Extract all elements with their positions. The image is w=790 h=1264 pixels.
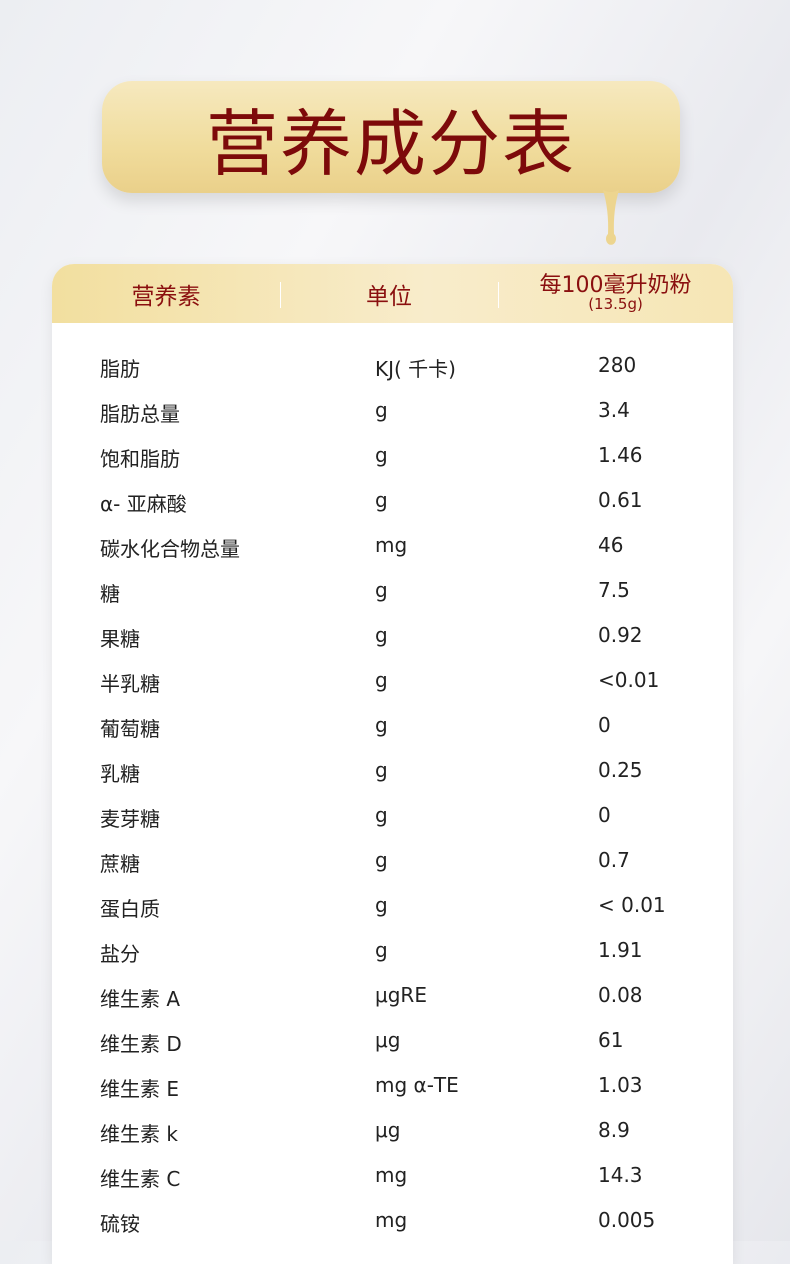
table-row: 糖 g 7.5 <box>52 578 733 608</box>
unit: g <box>375 668 388 692</box>
table-row: 维生素 C mg 14.3 <box>52 1163 733 1193</box>
header-divider <box>498 282 499 308</box>
header-per-100ml: 每100毫升奶粉 (13.5g) <box>498 264 733 323</box>
table-row: 蛋白质 g < 0.01 <box>52 893 733 923</box>
value: 7.5 <box>598 578 630 602</box>
value: 280 <box>598 353 637 377</box>
table-row: 脂肪 KJ( 千卡) 280 <box>52 353 733 383</box>
nutrient-name: 麦芽糖 <box>100 807 160 831</box>
value: 61 <box>598 1028 624 1052</box>
unit: μg <box>375 1028 401 1052</box>
table-row: 脂肪总量 g 3.4 <box>52 398 733 428</box>
table-row: 饱和脂肪 g 1.46 <box>52 443 733 473</box>
nutrient-name: 脂肪 <box>100 357 140 381</box>
nutrient-name: 半乳糖 <box>100 672 160 696</box>
unit: g <box>375 758 388 782</box>
unit: μg <box>375 1118 401 1142</box>
unit: g <box>375 938 388 962</box>
table-row: α- 亚麻酸 g 0.61 <box>52 488 733 518</box>
table-row: 葡萄糖 g 0 <box>52 713 733 743</box>
nutrient-name: 维生素 C <box>100 1167 181 1191</box>
table-row: 麦芽糖 g 0 <box>52 803 733 833</box>
header-nutrient: 营养素 <box>131 283 201 310</box>
nutrient-name: 硫铵 <box>100 1212 140 1236</box>
unit: g <box>375 713 388 737</box>
drip-icon <box>603 190 619 245</box>
nutrient-name: 葡萄糖 <box>100 717 160 741</box>
nutrient-name: 蛋白质 <box>100 897 160 921</box>
header-unit: 单位 <box>366 283 412 310</box>
value: 0.61 <box>598 488 643 512</box>
header-per-100ml-label: 每100毫升奶粉 <box>539 273 692 298</box>
unit: g <box>375 578 388 602</box>
nutrient-name: 脂肪总量 <box>100 402 180 426</box>
table-row: 半乳糖 g <0.01 <box>52 668 733 698</box>
nutrition-table: 营养素 单位 每100毫升奶粉 (13.5g) 脂肪 KJ( 千卡) 280 脂肪总量… <box>52 264 733 1264</box>
value: 1.91 <box>598 938 643 962</box>
nutrient-name: α- 亚麻酸 <box>100 492 187 516</box>
table-row: 蔗糖 g 0.7 <box>52 848 733 878</box>
unit: g <box>375 848 388 872</box>
unit: μgRE <box>375 983 427 1007</box>
nutrient-name: 维生素 E <box>100 1077 179 1101</box>
table-row: 盐分 g 1.91 <box>52 938 733 968</box>
table-row: 乳糖 g 0.25 <box>52 758 733 788</box>
value: 1.03 <box>598 1073 643 1097</box>
value: 0 <box>598 713 611 737</box>
unit: g <box>375 488 388 512</box>
nutrient-name: 维生素 D <box>100 1032 182 1056</box>
value: 8.9 <box>598 1118 630 1142</box>
value: 14.3 <box>598 1163 643 1187</box>
value: 3.4 <box>598 398 630 422</box>
unit: g <box>375 893 388 917</box>
value: < 0.01 <box>598 893 666 917</box>
value: 0.005 <box>598 1208 656 1232</box>
unit: g <box>375 803 388 827</box>
unit: KJ( 千卡) <box>375 357 456 381</box>
nutrient-name: 碳水化合物总量 <box>100 537 240 561</box>
unit: mg <box>375 1208 408 1232</box>
value: 0 <box>598 803 611 827</box>
header-divider <box>280 282 281 308</box>
table-row: 碳水化合物总量 mg 46 <box>52 533 733 563</box>
table-row: 维生素 A μgRE 0.08 <box>52 983 733 1013</box>
value: 0.08 <box>598 983 643 1007</box>
unit: g <box>375 398 388 422</box>
table-row: 维生素 E mg α-TE 1.03 <box>52 1073 733 1103</box>
table-row: 硫铵 mg 0.005 <box>52 1208 733 1238</box>
nutrient-name: 维生素 k <box>100 1122 178 1146</box>
unit: g <box>375 623 388 647</box>
header-serving-weight: (13.5g) <box>588 295 643 313</box>
table-header: 营养素 单位 每100毫升奶粉 (13.5g) <box>52 264 733 323</box>
value: 0.7 <box>598 848 630 872</box>
unit: g <box>375 443 388 467</box>
table-row: 维生素 D μg 61 <box>52 1028 733 1058</box>
value: 0.25 <box>598 758 643 782</box>
nutrient-name: 蔗糖 <box>100 852 140 876</box>
table-row: 果糖 g 0.92 <box>52 623 733 653</box>
value: 0.92 <box>598 623 643 647</box>
page-title: 营养成分表 <box>205 101 576 186</box>
nutrient-name: 果糖 <box>100 627 140 651</box>
value: <0.01 <box>598 668 660 692</box>
unit: mg <box>375 1163 408 1187</box>
nutrient-name: 饱和脂肪 <box>100 447 180 471</box>
unit: mg <box>375 533 408 557</box>
unit: mg α-TE <box>375 1073 459 1097</box>
nutrient-name: 维生素 A <box>100 987 181 1011</box>
title-banner: 营养成分表 <box>102 81 680 193</box>
nutrient-name: 乳糖 <box>100 762 140 786</box>
nutrient-name: 盐分 <box>100 942 140 966</box>
value: 1.46 <box>598 443 643 467</box>
table-row: 维生素 k μg 8.9 <box>52 1118 733 1148</box>
value: 46 <box>598 533 624 557</box>
nutrient-name: 糖 <box>100 582 120 606</box>
